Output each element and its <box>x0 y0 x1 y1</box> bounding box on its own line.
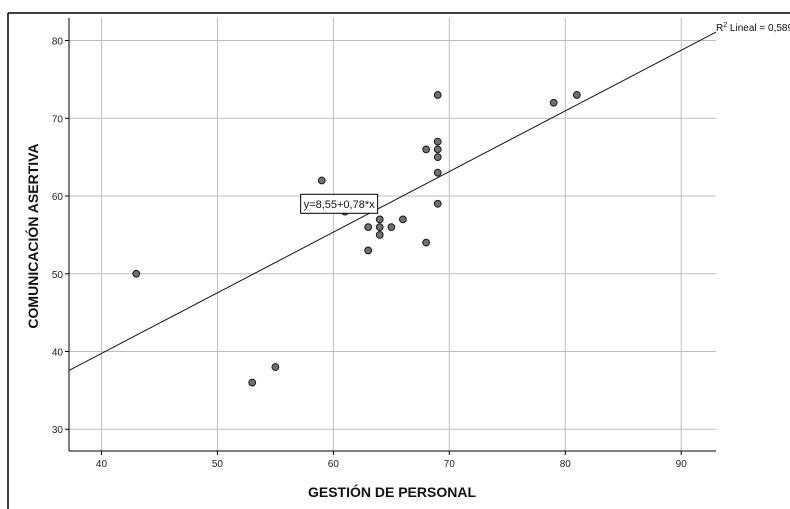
data-point <box>433 168 442 177</box>
data-point <box>387 223 396 232</box>
y-tick-label: 50 <box>52 270 64 281</box>
data-point <box>132 269 141 278</box>
regression-line-group <box>68 31 717 371</box>
data-point <box>433 153 442 162</box>
data-points <box>132 91 581 387</box>
data-point <box>364 223 373 232</box>
r2-label: R2 Lineal = 0,589 <box>716 22 790 34</box>
data-point <box>572 91 581 99</box>
y-tick-label: 60 <box>52 192 64 203</box>
data-point <box>317 176 326 185</box>
equation-text: y=8,55+0,78*x <box>304 199 375 211</box>
y-tick-label: 70 <box>52 114 64 125</box>
data-point <box>433 145 442 154</box>
data-point <box>549 98 558 107</box>
grid-lines <box>69 18 716 451</box>
data-point <box>271 363 280 371</box>
equation-label-box: y=8,55+0,78*x <box>300 193 379 214</box>
x-tick-label: 40 <box>96 459 108 470</box>
equation-box <box>300 193 379 214</box>
data-point <box>433 199 442 208</box>
data-point <box>375 230 384 239</box>
y-tick-label: 30 <box>52 425 64 436</box>
r2-value: Lineal = 0,589 <box>727 23 790 34</box>
y-tick-labels: 30 40 50 60 70 80 <box>52 37 64 437</box>
y-tick-label: 80 <box>52 37 64 48</box>
data-point <box>375 215 384 224</box>
r2-superscript: 2 <box>723 22 727 29</box>
y-tick-label: 40 <box>52 347 64 358</box>
data-point <box>399 215 407 224</box>
x-tick-labels: 40 50 60 70 80 90 <box>96 459 687 470</box>
data-point <box>248 378 257 387</box>
data-point <box>375 223 384 232</box>
regression-line <box>68 31 717 371</box>
data-point <box>364 246 373 255</box>
x-axis-title: GESTIÓN DE PERSONAL <box>308 483 476 500</box>
data-point <box>433 91 442 99</box>
data-point <box>422 238 431 247</box>
x-tick-label: 70 <box>444 459 456 470</box>
data-point <box>422 145 431 154</box>
y-axis-title: COMUNICACIÓN ASERTIVA <box>24 143 41 328</box>
x-tick-label: 90 <box>676 459 688 470</box>
x-tick-label: 50 <box>212 459 224 470</box>
data-point <box>433 137 442 146</box>
x-tick-label: 80 <box>560 459 572 470</box>
x-tick-label: 60 <box>328 459 340 470</box>
plot-axes <box>65 18 716 455</box>
r2-prefix: R <box>716 23 723 34</box>
